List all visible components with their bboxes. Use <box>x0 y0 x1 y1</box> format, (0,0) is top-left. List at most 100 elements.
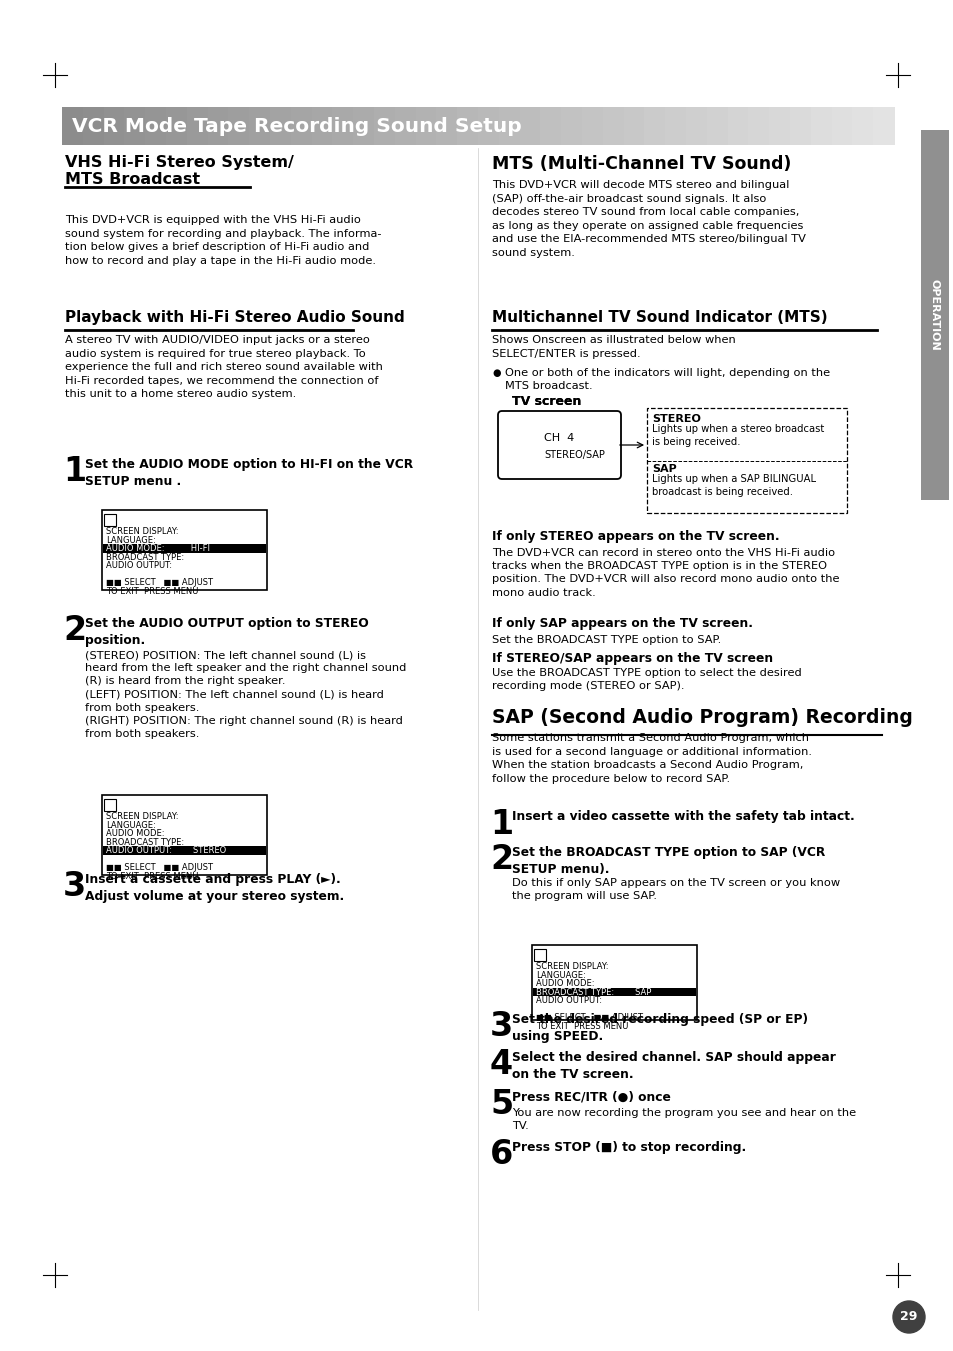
Text: BROADCAST TYPE:: BROADCAST TYPE: <box>107 553 185 562</box>
Bar <box>102 794 267 875</box>
Text: STEREO: STEREO <box>651 413 700 424</box>
Text: BROADCAST TYPE:        SAP: BROADCAST TYPE: SAP <box>536 988 651 997</box>
Text: TO EXIT  PRESS MENU: TO EXIT PRESS MENU <box>536 1021 628 1031</box>
Bar <box>706 107 728 145</box>
Text: Press STOP (■) to stop recording.: Press STOP (■) to stop recording. <box>512 1142 745 1154</box>
Text: SCREEN DISPLAY:: SCREEN DISPLAY: <box>107 527 179 536</box>
Bar <box>145 107 167 145</box>
Text: Set the desired recording speed (SP or EP)
using SPEED.: Set the desired recording speed (SP or E… <box>512 1013 807 1043</box>
Text: Set the AUDIO OUTPUT option to STEREO
position.: Set the AUDIO OUTPUT option to STEREO po… <box>85 617 369 647</box>
Bar <box>560 107 582 145</box>
Text: One or both of the indicators will light, depending on the
MTS broadcast.: One or both of the indicators will light… <box>504 367 829 392</box>
Text: LANGUAGE:: LANGUAGE: <box>536 971 586 979</box>
Bar <box>831 107 853 145</box>
Bar <box>685 107 707 145</box>
Text: A stereo TV with AUDIO/VIDEO input jacks or a stereo
audio system is required fo: A stereo TV with AUDIO/VIDEO input jacks… <box>65 335 382 400</box>
Text: TV screen: TV screen <box>512 394 580 408</box>
Bar <box>872 107 894 145</box>
Bar <box>395 107 416 145</box>
Bar <box>533 988 696 996</box>
Text: CH  4: CH 4 <box>544 434 574 443</box>
Text: Set the BROADCAST TYPE option to SAP (VCR
SETUP menu).: Set the BROADCAST TYPE option to SAP (VC… <box>512 846 824 875</box>
Text: TO EXIT  PRESS MENU: TO EXIT PRESS MENU <box>107 586 198 596</box>
Bar <box>291 107 313 145</box>
Bar <box>643 107 665 145</box>
Text: Insert a cassette and press PLAY (►).
Adjust volume at your stereo system.: Insert a cassette and press PLAY (►). Ad… <box>85 873 344 902</box>
Bar <box>62 107 84 145</box>
Bar <box>105 513 116 526</box>
Bar <box>228 107 250 145</box>
Text: Insert a video cassette with the safety tab intact.: Insert a video cassette with the safety … <box>512 811 854 823</box>
Bar <box>166 107 188 145</box>
Bar <box>249 107 271 145</box>
Bar <box>477 107 499 145</box>
Text: SCREEN DISPLAY:: SCREEN DISPLAY: <box>536 962 608 971</box>
Bar <box>208 107 229 145</box>
Bar <box>498 107 520 145</box>
Text: Multichannel TV Sound Indicator (MTS): Multichannel TV Sound Indicator (MTS) <box>492 309 827 326</box>
Bar <box>789 107 811 145</box>
Bar <box>852 107 873 145</box>
Text: Select the desired channel. SAP should appear
on the TV screen.: Select the desired channel. SAP should a… <box>512 1051 835 1081</box>
Bar <box>416 107 436 145</box>
Bar <box>456 107 478 145</box>
Bar <box>374 107 395 145</box>
Bar <box>747 107 769 145</box>
Text: AUDIO OUTPUT:        STEREO: AUDIO OUTPUT: STEREO <box>107 846 227 855</box>
Text: ■■ SELECT   ■■ ADJUST: ■■ SELECT ■■ ADJUST <box>107 578 213 588</box>
Text: This DVD+VCR is equipped with the VHS Hi-Fi audio
sound system for recording and: This DVD+VCR is equipped with the VHS Hi… <box>65 215 381 266</box>
Text: STEREO/SAP: STEREO/SAP <box>544 450 605 459</box>
Text: 5: 5 <box>490 1088 513 1121</box>
Text: 2: 2 <box>63 613 86 647</box>
Bar <box>105 798 116 811</box>
Text: If only STEREO appears on the TV screen.: If only STEREO appears on the TV screen. <box>492 530 779 543</box>
Text: MTS (Multi-Channel TV Sound): MTS (Multi-Channel TV Sound) <box>492 155 791 173</box>
Text: TO EXIT  PRESS MENU: TO EXIT PRESS MENU <box>107 871 198 881</box>
Text: Shows Onscreen as illustrated below when
SELECT/ENTER is pressed.: Shows Onscreen as illustrated below when… <box>492 335 735 358</box>
Bar <box>664 107 686 145</box>
Text: 2: 2 <box>490 843 513 875</box>
Bar <box>646 408 846 513</box>
Bar <box>312 107 333 145</box>
Text: If only SAP appears on the TV screen.: If only SAP appears on the TV screen. <box>492 617 752 630</box>
Text: Set the BROADCAST TYPE option to SAP.: Set the BROADCAST TYPE option to SAP. <box>492 635 720 644</box>
Text: SAP (Second Audio Program) Recording: SAP (Second Audio Program) Recording <box>492 708 912 727</box>
Text: AUDIO MODE:: AUDIO MODE: <box>536 979 595 988</box>
Bar <box>353 107 375 145</box>
Text: 29: 29 <box>900 1310 917 1324</box>
Bar <box>187 107 209 145</box>
Text: If STEREO/SAP appears on the TV screen: If STEREO/SAP appears on the TV screen <box>492 653 772 665</box>
Text: Do this if only SAP appears on the TV screen or you know
the program will use SA: Do this if only SAP appears on the TV sc… <box>512 878 840 901</box>
Text: 6: 6 <box>490 1138 513 1171</box>
Bar <box>102 509 267 590</box>
Text: Set the AUDIO MODE option to HI-FI on the VCR
SETUP menu .: Set the AUDIO MODE option to HI-FI on th… <box>85 458 413 488</box>
Bar <box>104 107 125 145</box>
Text: 1: 1 <box>490 808 513 842</box>
Bar <box>519 107 541 145</box>
Text: Lights up when a stereo broadcast
is being received.: Lights up when a stereo broadcast is bei… <box>651 424 823 447</box>
Bar <box>602 107 624 145</box>
Text: The DVD+VCR can record in stereo onto the VHS Hi-Fi audio
tracks when the BROADC: The DVD+VCR can record in stereo onto th… <box>492 549 839 597</box>
Text: (STEREO) POSITION: The left channel sound (L) is
heard from the left speaker and: (STEREO) POSITION: The left channel soun… <box>85 650 406 739</box>
Bar <box>436 107 457 145</box>
Bar <box>332 107 354 145</box>
Text: ■■ SELECT   ■■ ADJUST: ■■ SELECT ■■ ADJUST <box>536 1013 643 1023</box>
Text: This DVD+VCR will decode MTS stereo and bilingual
(SAP) off-the-air broadcast so: This DVD+VCR will decode MTS stereo and … <box>492 180 805 258</box>
Text: ●: ● <box>492 367 500 378</box>
Bar <box>103 544 266 553</box>
Text: ■■ SELECT   ■■ ADJUST: ■■ SELECT ■■ ADJUST <box>107 863 213 873</box>
Bar <box>103 846 266 854</box>
Bar <box>581 107 603 145</box>
Bar <box>532 944 697 1020</box>
Text: AUDIO OUTPUT:: AUDIO OUTPUT: <box>536 996 602 1005</box>
Text: 4: 4 <box>490 1048 513 1081</box>
Text: BROADCAST TYPE:: BROADCAST TYPE: <box>107 838 185 847</box>
Text: VHS Hi-Fi Stereo System/
MTS Broadcast: VHS Hi-Fi Stereo System/ MTS Broadcast <box>65 155 294 188</box>
Text: You are now recording the program you see and hear on the
TV.: You are now recording the program you se… <box>512 1108 855 1131</box>
Bar <box>768 107 790 145</box>
Bar <box>920 130 948 500</box>
Text: Lights up when a SAP BILINGUAL
broadcast is being received.: Lights up when a SAP BILINGUAL broadcast… <box>651 474 815 497</box>
Text: 3: 3 <box>63 870 86 902</box>
Bar <box>124 107 146 145</box>
FancyBboxPatch shape <box>497 411 620 480</box>
